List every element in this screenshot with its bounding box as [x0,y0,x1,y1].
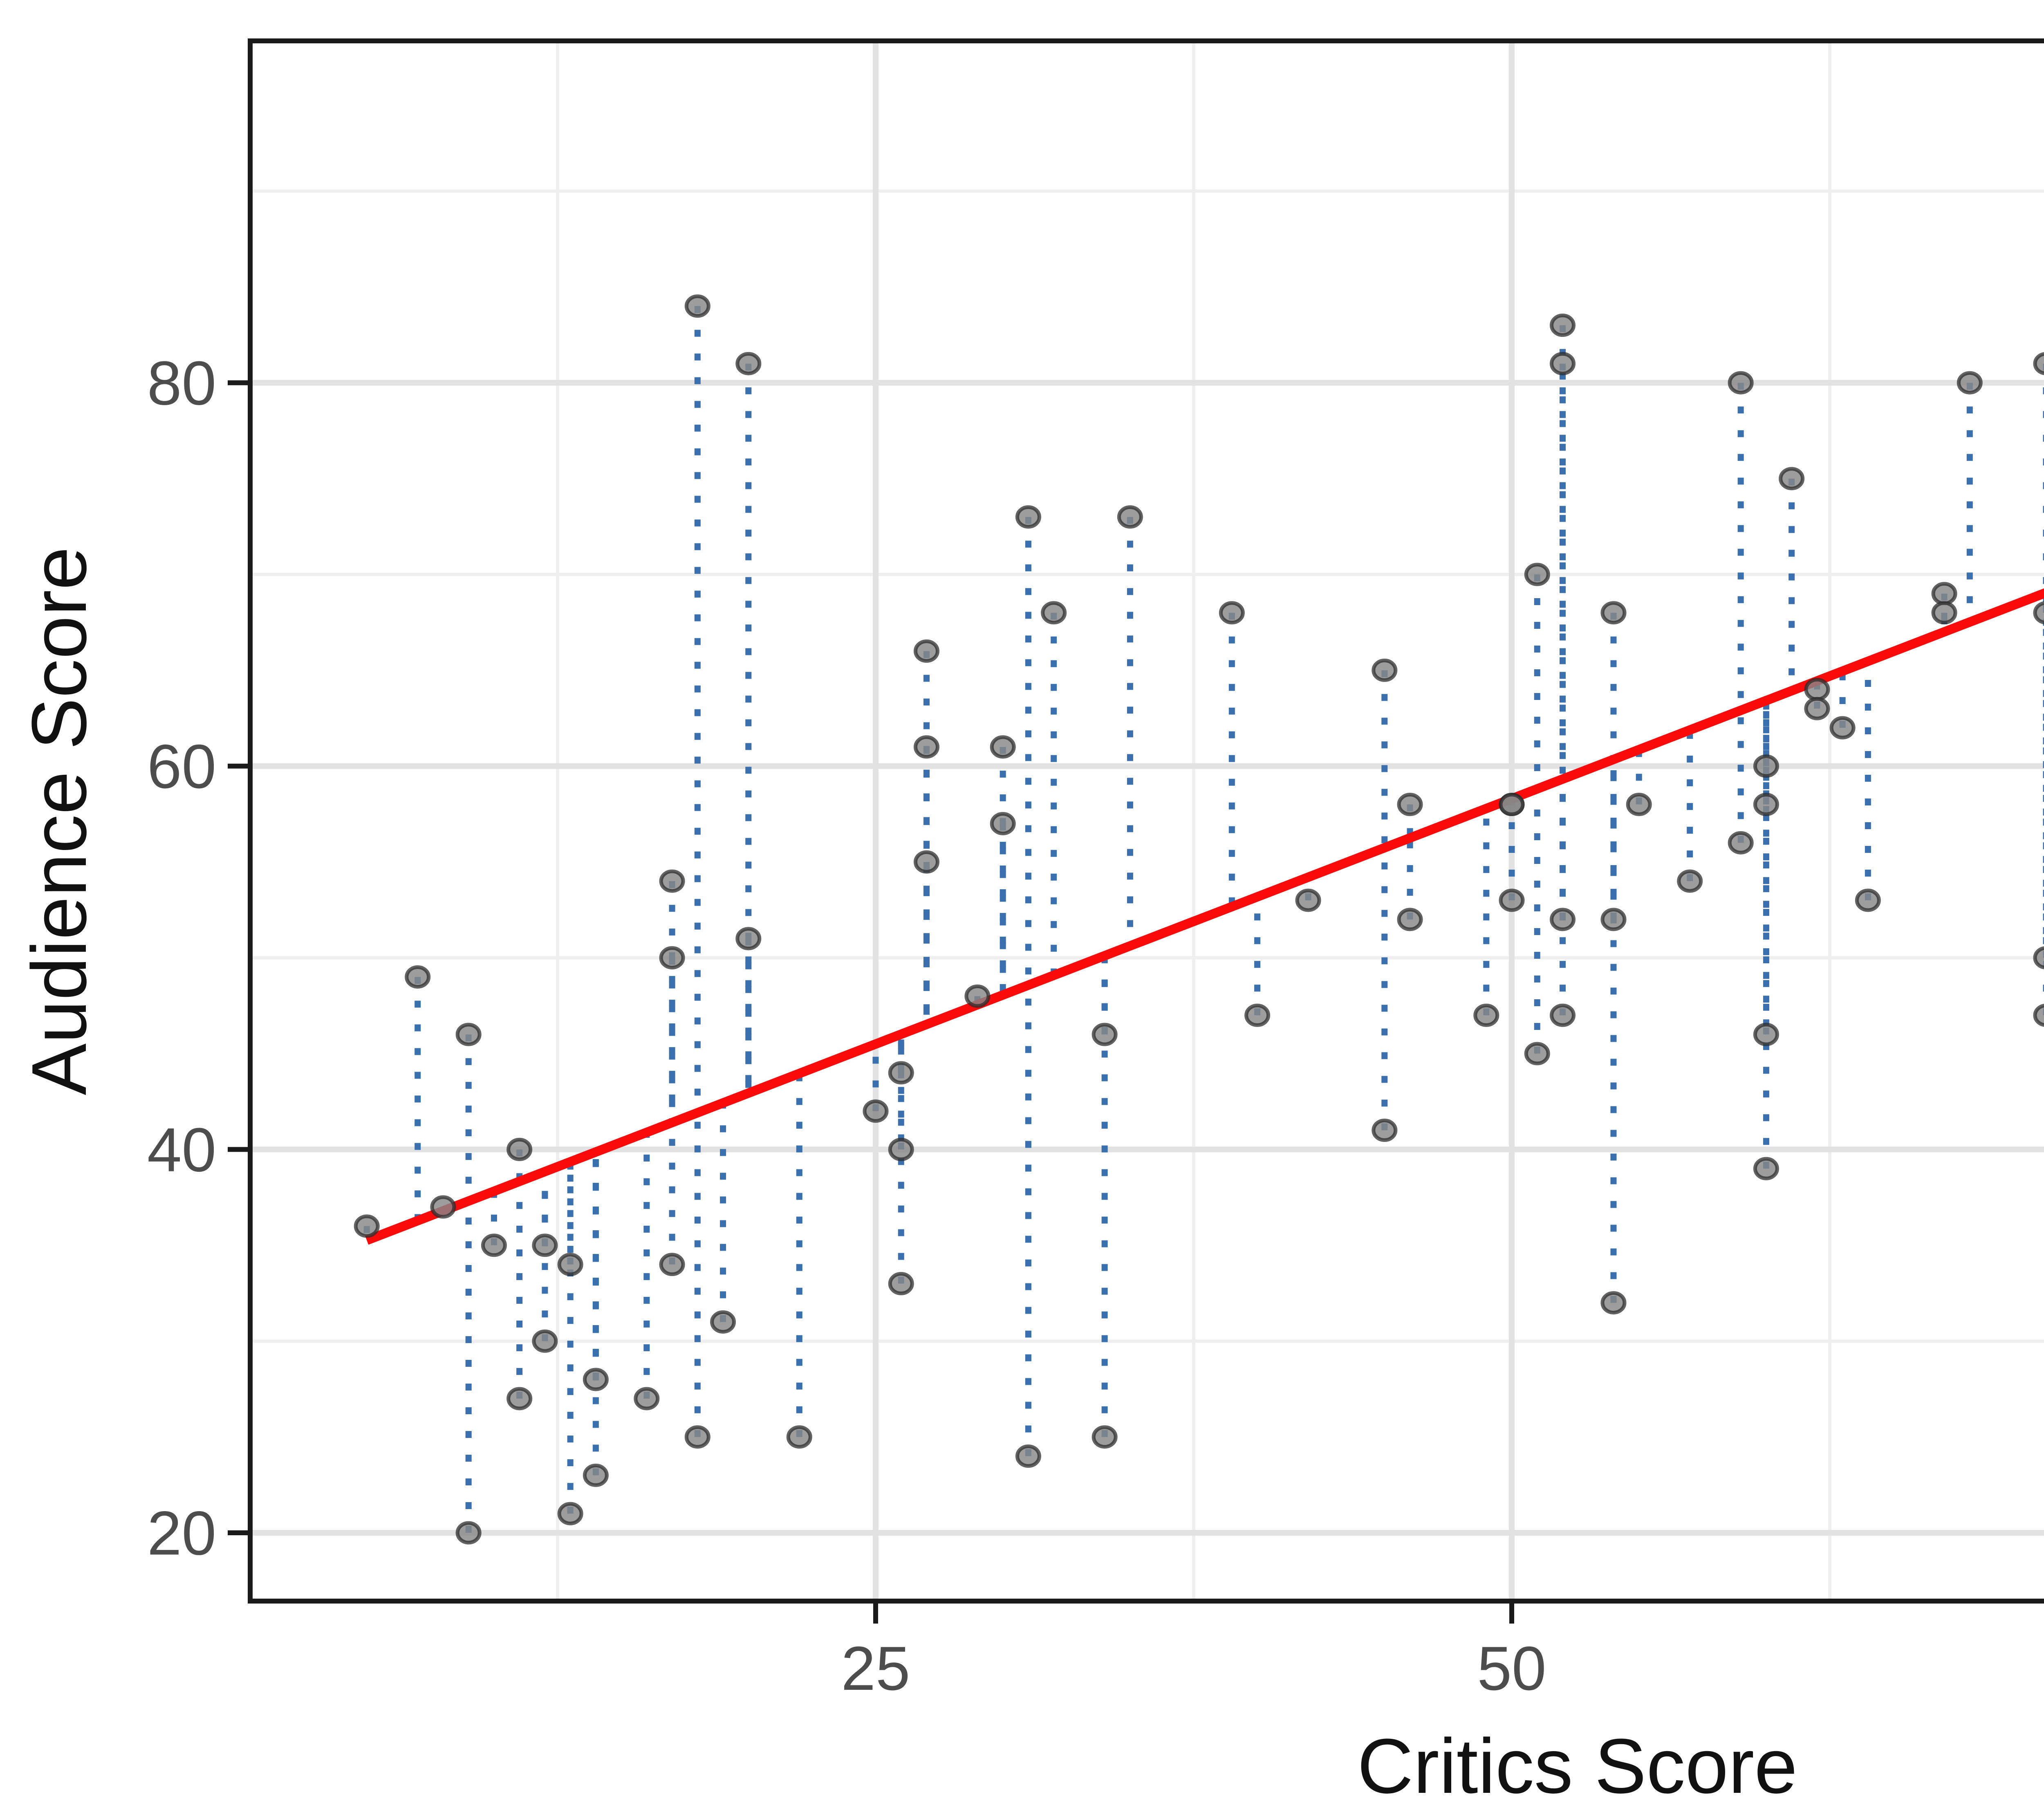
data-point [2033,352,2044,375]
data-point [1957,371,1983,395]
data-point [1829,716,1856,740]
data-point [684,294,710,318]
data-point [1753,754,1779,778]
data-point [710,1310,736,1334]
data-point [1473,1003,1499,1027]
x-tick-label: 25 [841,1634,910,1703]
data-point [532,1329,558,1353]
data-point [1499,888,1525,912]
data-point [1549,352,1576,375]
data-point [888,1137,914,1161]
data-point [1524,563,1550,586]
data-point [990,812,1016,835]
data-point [1600,1291,1627,1314]
data-point [1397,908,1423,931]
data-point [735,927,762,951]
y-tick-label: 60 [147,732,216,801]
data-point [2033,946,2044,969]
data-point [1677,869,1703,893]
panel-border [248,38,2044,1604]
data-point [430,1195,456,1219]
x-tick-label: 50 [1477,1634,1546,1703]
data-point [1626,793,1652,816]
data-point [1499,793,1525,816]
data-point [735,352,762,375]
data-point [888,1272,914,1296]
data-point [2033,601,2044,624]
data-point [557,1253,583,1276]
data-point [913,850,939,874]
data-point [1397,793,1423,816]
data-point [532,1234,558,1257]
data-point [1804,697,1830,720]
data-point [354,1214,380,1238]
regression-line [365,588,2044,1245]
data-point [634,1387,660,1411]
data-point [863,1099,889,1123]
data-point [964,984,991,1008]
data-point [557,1502,583,1525]
data-point [1855,888,1881,912]
data-point [659,1253,685,1276]
plot-panel [250,41,2044,1601]
data-point [1295,888,1321,912]
data-point [1753,1157,1779,1180]
data-point [583,1368,609,1391]
data-point [1779,467,1805,491]
data-point [913,735,939,759]
y-tick-label: 20 [147,1498,216,1568]
y-axis-title: Audience Score [16,547,103,1095]
data-point [1728,831,1754,855]
data-point [481,1234,507,1257]
data-point [888,1061,914,1085]
data-point [1091,1023,1118,1046]
data-point [1091,1425,1118,1449]
data-point [1041,601,1067,625]
data-point [455,1521,482,1545]
data-point [507,1387,533,1411]
data-point [405,965,431,989]
data-point [1549,1003,1576,1027]
data-point [1015,505,1041,529]
x-axis-title: Critics Score [1357,1723,1797,1810]
data-point [1117,505,1143,529]
data-point [684,1425,710,1449]
data-point [1219,601,1245,625]
data-point [583,1463,609,1487]
data-point [659,946,685,970]
data-point [1600,601,1627,625]
data-point [1549,314,1576,337]
data-point [1600,908,1627,931]
data-point [786,1425,812,1449]
data-point [1524,1042,1550,1065]
data-point [1015,1444,1041,1468]
data-point [1549,908,1576,931]
data-point [1804,677,1830,701]
data-point [507,1137,533,1161]
data-point [1753,793,1779,816]
data-point [1931,582,1957,606]
data-point [455,1023,482,1046]
data-point [990,735,1016,759]
data-point [1372,1119,1398,1142]
data-point [1728,371,1754,395]
data-point [1931,601,1957,625]
data-point [1753,1023,1779,1046]
data-point [1372,658,1398,682]
data-point [913,639,939,663]
data-point [659,869,685,893]
y-tick-label: 80 [147,348,216,418]
data-point [1244,1003,1271,1027]
data-point [2033,1004,2044,1027]
y-tick-label: 40 [147,1115,216,1185]
